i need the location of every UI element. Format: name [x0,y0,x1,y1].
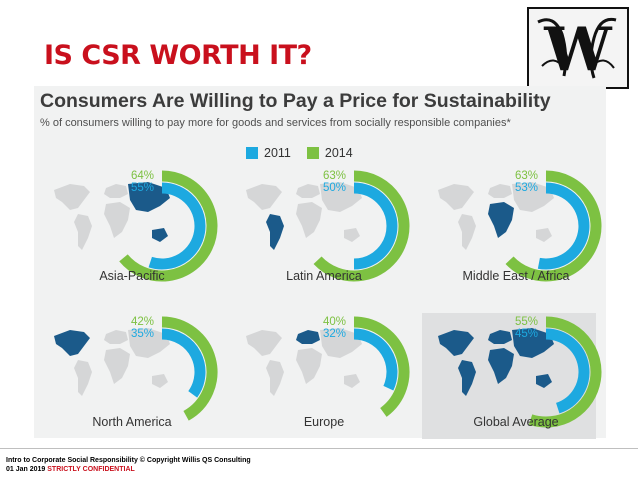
region-label: Latin America [286,269,362,283]
map-europe [104,330,128,344]
map-na [438,184,474,210]
willis-logo: W [527,7,629,89]
arc-2011 [537,182,590,270]
map-na [54,330,90,356]
region-label: Europe [303,415,345,429]
legend-swatch-2011 [246,147,258,159]
value-2014: 55% [514,316,538,328]
map-latam [266,360,284,396]
map-aus [536,374,552,388]
map-europe [488,330,512,344]
legend-label-2014: 2014 [324,146,353,160]
map-latam [266,214,284,250]
footer-date: 01 Jan 2019 [6,466,46,473]
map-mea [104,348,130,384]
map-mea [296,348,322,384]
region-label: Asia-Pacific [99,269,165,283]
map-mea [488,202,514,238]
map-mea [488,348,514,384]
value-2011: 32% [322,328,346,340]
arc-2014 [353,316,410,417]
value-2014: 64% [130,170,154,182]
footer-date-line: 01 Jan 2019 STRICTLY CONFIDENTIAL [6,466,135,473]
region-chart [438,170,602,282]
value-2014: 63% [322,170,346,182]
map-europe [488,184,512,198]
arc-2014 [313,170,410,282]
region-chart [246,170,410,282]
legend-item-2011: 2011 [246,146,291,160]
map-na [246,330,282,356]
map-aus [344,374,360,388]
region-label: Middle East / Africa [462,269,570,283]
arc-2014 [505,170,602,282]
arc-2011 [148,182,206,270]
region-card: 42% 35% North America [44,314,220,430]
chart-subtitle: % of consumers willing to pay more for g… [40,117,511,129]
arc-2014 [161,316,218,421]
region-label: Global Average [473,415,559,429]
arc-2011 [545,328,590,414]
map-asia [512,328,554,358]
map-aus [152,374,168,388]
map-latam [74,214,92,250]
region-card: 63% 50% Latin America [236,168,412,284]
region-chart [438,316,602,428]
value-2014: 40% [322,316,346,328]
arc-2011 [161,328,206,398]
region-card: 63% 53% Middle East / Africa [428,168,604,284]
value-2011: 45% [514,328,538,340]
map-aus [344,228,360,242]
chart-title: Consumers Are Willing to Pay a Price for… [40,90,551,112]
region-card: 64% 55% Asia-Pacific [44,168,220,284]
value-2011: 55% [130,182,154,194]
map-na [54,184,90,210]
map-mea [296,202,322,238]
svg-text:W: W [543,15,613,85]
value-2011: 35% [130,328,154,340]
arc-2011 [353,182,398,270]
map-europe [296,330,320,344]
map-na [438,330,474,356]
map-latam [458,360,476,396]
map-europe [296,184,320,198]
map-latam [74,360,92,396]
value-2011: 53% [514,182,538,194]
map-asia [128,182,170,212]
region-card: 40% 32% Europe [236,314,412,430]
map-asia [320,328,362,358]
map-aus [536,228,552,242]
map-asia [320,182,362,212]
map-na [246,184,282,210]
legend: 2011 2014 [246,146,369,160]
region-card: 55% 45% Global Average [428,314,604,430]
legend-label-2011: 2011 [264,146,291,160]
value-2014: 63% [514,170,538,182]
region-chart [54,316,218,421]
map-asia [512,182,554,212]
map-mea [104,202,130,238]
chart-panel: Consumers Are Willing to Pay a Price for… [34,86,606,439]
arc-2011 [353,328,398,391]
footer-confidential: STRICTLY CONFIDENTIAL [47,466,135,473]
map-latam [458,214,476,250]
region-chart [246,316,410,417]
footer-divider [0,448,638,449]
map-europe [104,184,128,198]
value-2014: 42% [130,316,154,328]
region-label: North America [92,415,172,429]
value-2011: 50% [322,182,346,194]
slide-title: IS CSR WORTH IT? [44,40,312,71]
map-asia [128,328,170,358]
map-aus [152,228,168,242]
arc-2014 [528,316,602,428]
region-chart [54,170,218,282]
legend-item-2014: 2014 [306,146,353,160]
footer-copyright: Intro to Corporate Social Responsibility… [6,457,251,464]
legend-swatch-2014 [306,147,319,159]
arc-2014 [119,170,218,282]
